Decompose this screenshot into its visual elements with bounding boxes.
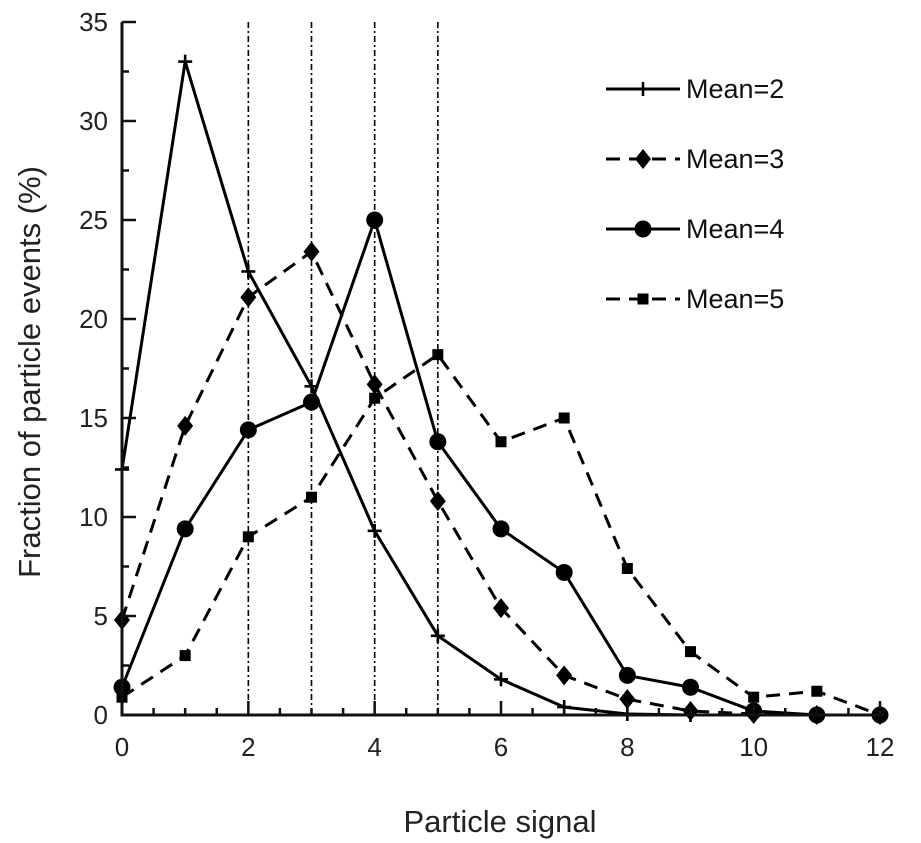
data-point-s4-7 [558, 412, 570, 424]
x-tick-label: 6 [494, 732, 508, 762]
data-point-s1-4 [367, 523, 382, 538]
y-tick-label: 15 [79, 403, 108, 433]
legend-marker-4 [637, 293, 649, 305]
data-point-s3-4 [366, 211, 384, 229]
data-point-s3-8 [618, 666, 636, 684]
x-tick-label: 12 [866, 732, 895, 762]
legend-label-1: Mean=2 [686, 74, 784, 104]
data-point-s4-6 [495, 436, 507, 448]
data-point-s2-4 [366, 374, 383, 395]
data-point-s4-10 [748, 691, 760, 703]
data-point-s3-1 [176, 520, 194, 538]
legend-label-4: Mean=5 [686, 284, 784, 314]
data-point-s3-3 [303, 393, 320, 411]
data-point-s1-3 [304, 379, 319, 394]
y-tick-label: 10 [79, 502, 108, 532]
data-point-s1-6 [494, 672, 508, 687]
data-point-s4-1 [179, 650, 191, 662]
data-point-s3-7 [555, 563, 573, 581]
data-point-s2-7 [556, 665, 573, 686]
data-point-s3-5 [429, 433, 447, 451]
x-tick-label: 2 [241, 732, 255, 762]
legend-marker-2 [635, 149, 651, 169]
legend-label-2: Mean=3 [686, 144, 784, 174]
data-point-s2-1 [177, 415, 194, 436]
data-point-s4-11 [811, 685, 823, 697]
data-point-s4-5 [432, 349, 444, 361]
data-point-s2-2 [240, 287, 257, 308]
y-tick-label: 30 [79, 106, 108, 136]
x-tick-label: 8 [620, 732, 634, 762]
y-tick-label: 5 [94, 601, 108, 631]
x-tick-label: 4 [367, 732, 381, 762]
data-point-s4-2 [242, 531, 254, 543]
x-tick-label: 0 [115, 732, 129, 762]
data-point-s3-9 [682, 678, 699, 696]
data-point-s2-8 [619, 689, 636, 710]
y-tick-label: 0 [94, 700, 108, 730]
data-point-s2-5 [429, 491, 446, 512]
data-point-s1-5 [430, 628, 445, 643]
series-line-2 [120, 250, 880, 717]
y-axis-title: Fraction of particle events (%) [12, 166, 47, 578]
legend: Mean=2 Mean=3 Mean=4 Mean=5 [606, 74, 784, 314]
data-point-s1-1 [178, 54, 193, 69]
y-tick-label: 35 [79, 7, 108, 37]
data-point-s3-2 [239, 421, 257, 439]
legend-label-3: Mean=4 [686, 214, 784, 244]
data-point-s2-6 [493, 598, 509, 619]
data-point-s4-9 [685, 646, 696, 658]
data-point-s2-3 [303, 241, 320, 262]
x-tick-label: 10 [739, 732, 768, 762]
ticks: 0 2 4 6 8 10 12 0 5 10 15 20 25 30 35 [79, 7, 894, 762]
data-point-s4-8 [621, 562, 633, 574]
reference-lines [247, 22, 439, 715]
data-point-s1-2 [241, 264, 256, 279]
y-tick-label: 20 [79, 304, 108, 334]
legend-marker-3 [634, 220, 652, 238]
data-point-s4-3 [306, 491, 317, 503]
data-point-s3-6 [492, 520, 510, 538]
legend-marker-1 [636, 82, 650, 96]
data-point-s4-4 [369, 392, 381, 404]
x-axis-title: Particle signal [404, 804, 597, 839]
y-tick-label: 25 [79, 205, 108, 235]
